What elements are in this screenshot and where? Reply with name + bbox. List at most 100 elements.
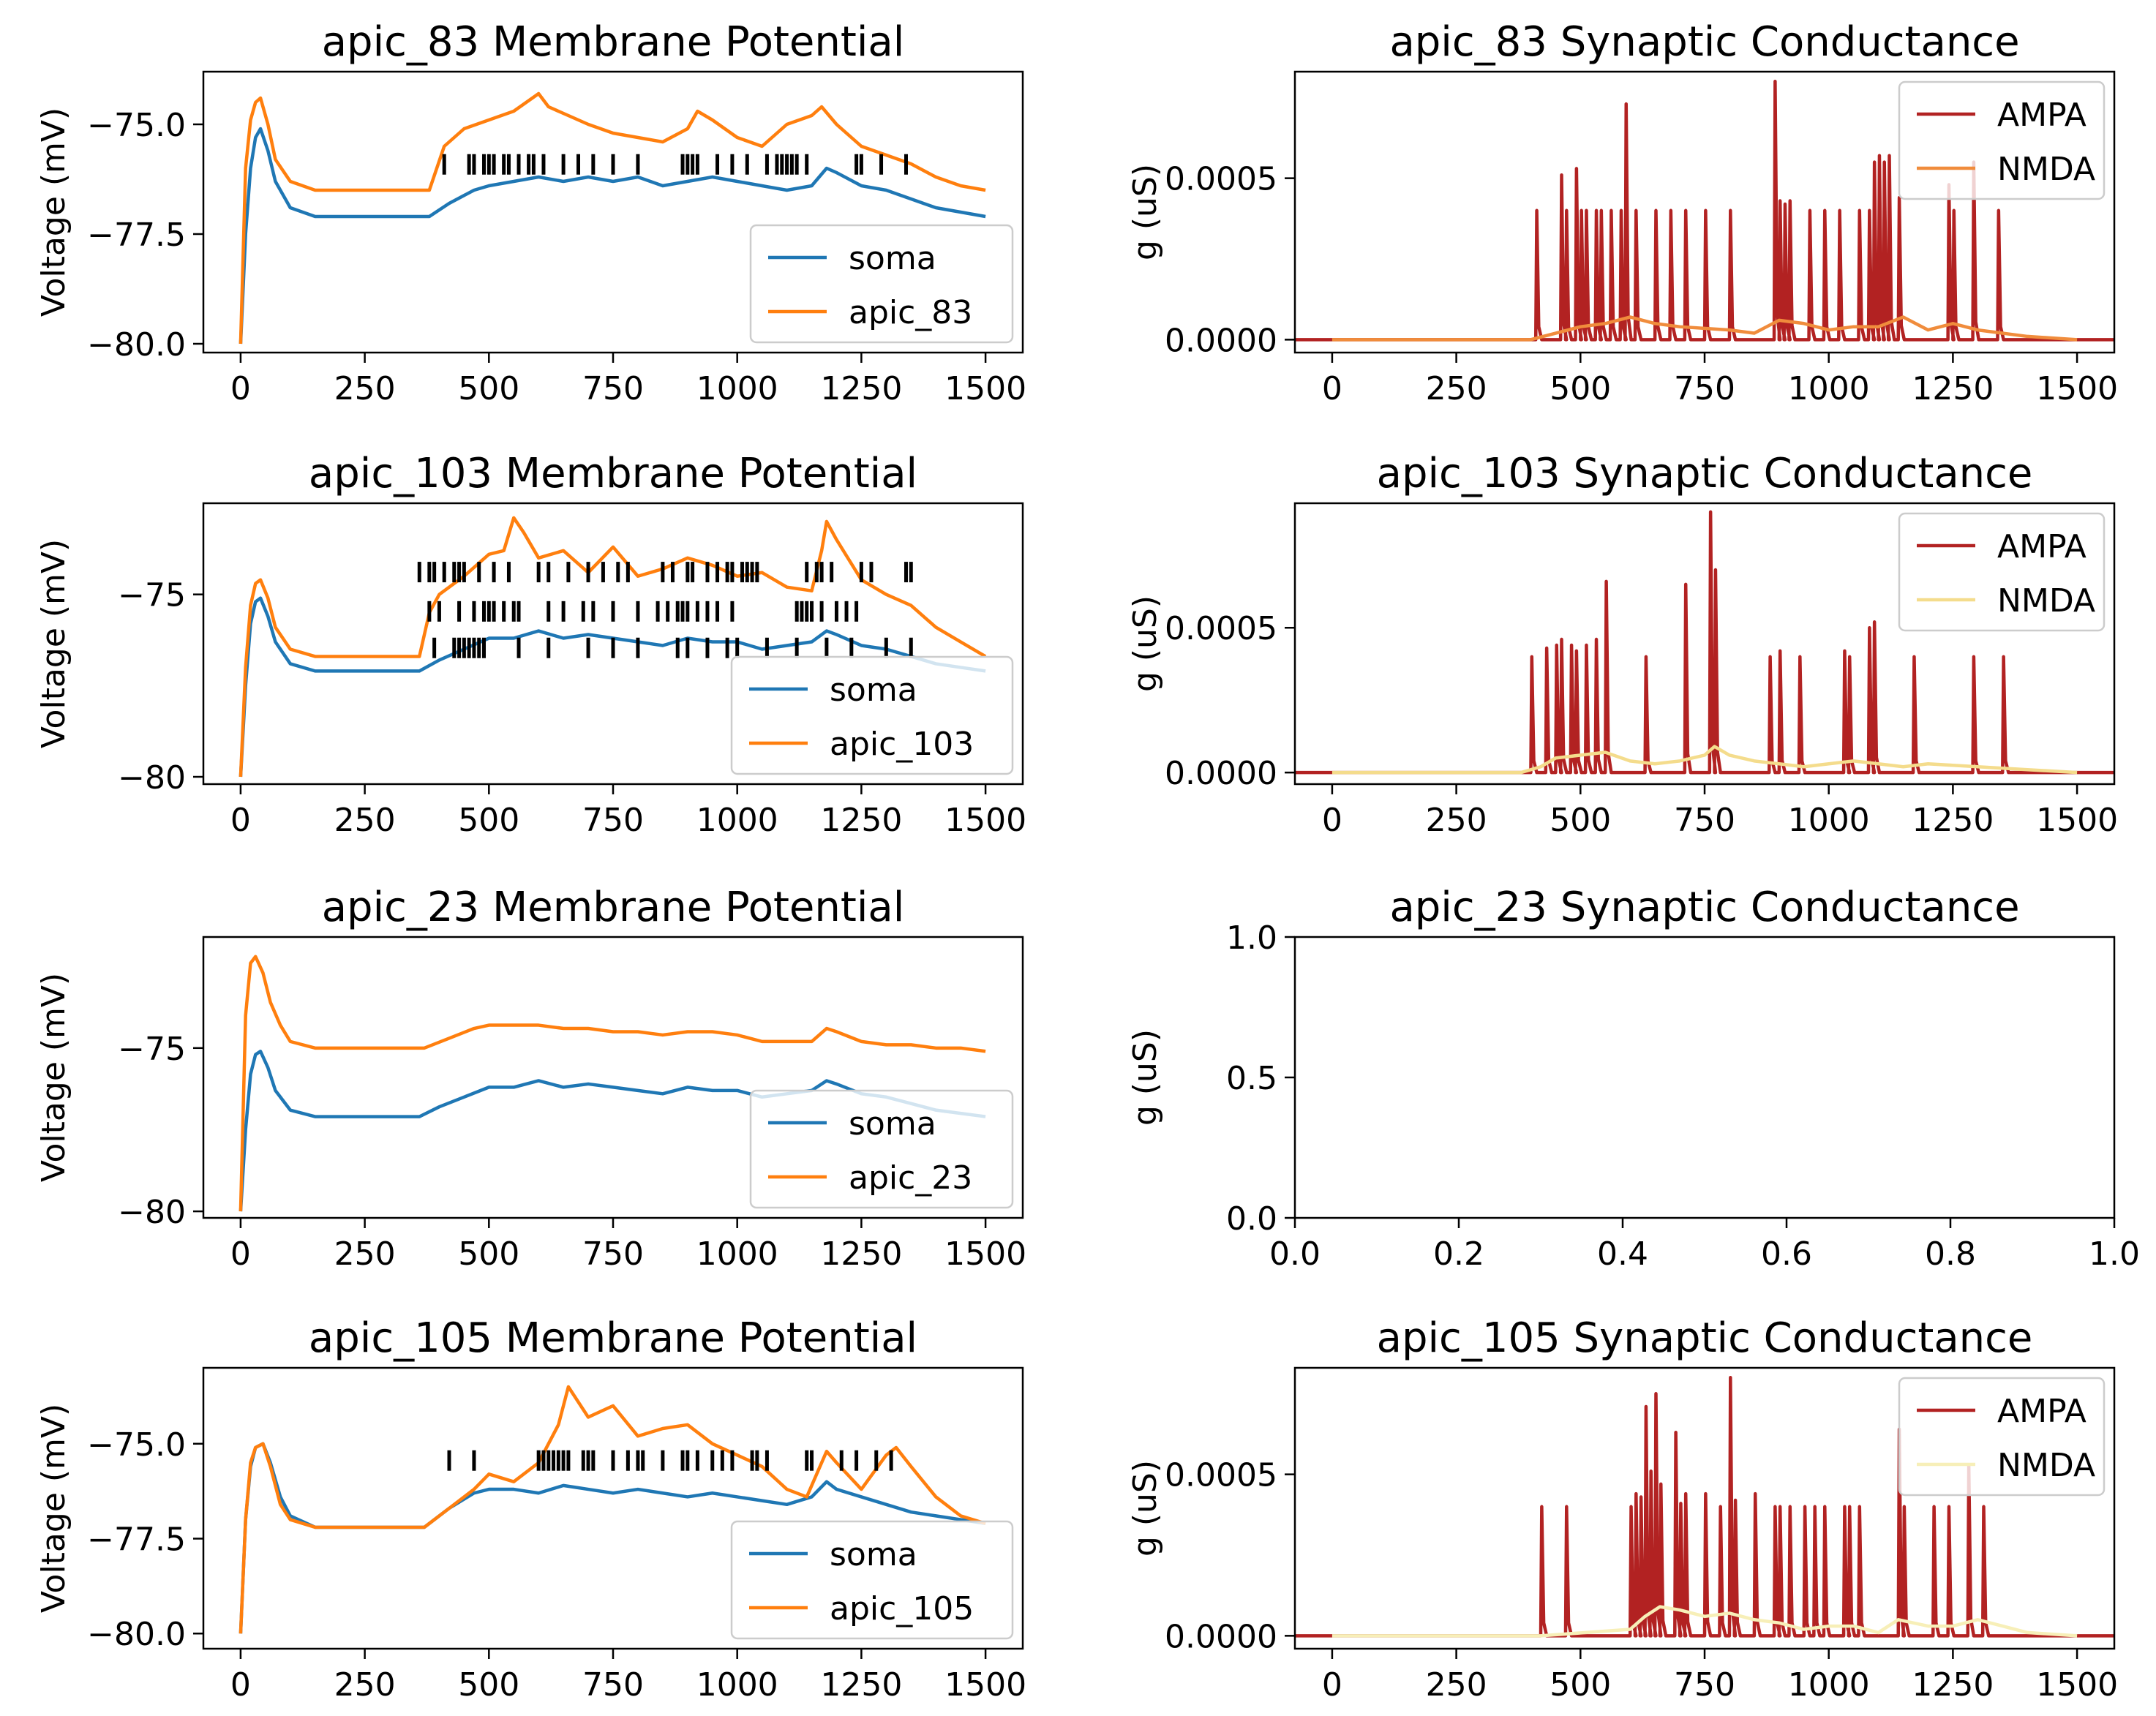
series-line-nmda — [1331, 745, 2078, 775]
y-tick-label: −75 — [118, 1031, 186, 1068]
x-tick-label: 1500 — [944, 370, 1026, 407]
x-tick-label: 250 — [334, 1235, 396, 1273]
series-line-nmda — [1331, 1605, 2078, 1638]
series-line-soma — [238, 127, 986, 345]
y-tick-label: −75.0 — [87, 107, 186, 144]
axes-frame — [202, 936, 1024, 1219]
x-tick-label: 750 — [582, 370, 644, 407]
axes-frame — [202, 1366, 1024, 1650]
legend-label: apic_23 — [849, 1159, 972, 1197]
x-tick-label: 0 — [230, 1235, 251, 1273]
chart-title: apic_103 Synaptic Conductance — [1377, 450, 2033, 497]
y-axis-label: g (uS) — [1127, 1460, 1164, 1557]
x-tick-label: 1250 — [1912, 1666, 1994, 1704]
x-tick-label: 250 — [1426, 1666, 1487, 1704]
axes-frame — [1293, 936, 2116, 1219]
x-tick-label: 1.0 — [2089, 1235, 2140, 1273]
series-line-ampa — [1295, 79, 2114, 342]
y-tick-label: −77.5 — [87, 1521, 186, 1559]
legend-label: NMDA — [1997, 1447, 2095, 1484]
axes-frame — [1293, 70, 2116, 354]
series-line-soma — [238, 596, 986, 778]
legend: soma apic_23 — [749, 1089, 1014, 1209]
x-tick-label: 1000 — [696, 370, 778, 407]
x-tick-label: 1500 — [2036, 1666, 2118, 1704]
legend-label: AMPA — [1997, 1393, 2086, 1430]
chart-title: apic_23 Synaptic Conductance — [1389, 884, 2019, 931]
legend-label: apic_105 — [830, 1590, 974, 1627]
y-tick-label: 1.0 — [1226, 919, 1277, 957]
x-tick-label: 1000 — [1788, 1666, 1870, 1704]
x-tick-label: 500 — [458, 802, 519, 839]
panel-7: apic_105 Synaptic Conductance g (uS) 0 250 5… — [1127, 1314, 2118, 1704]
x-tick-label: 750 — [1674, 802, 1735, 839]
x-tick-label: 1250 — [820, 802, 902, 839]
x-tick-label: 0 — [230, 802, 251, 839]
x-tick-label: 250 — [334, 1666, 396, 1704]
series-line-soma — [238, 1050, 986, 1212]
x-tick-label: 1000 — [1788, 370, 1870, 407]
x-tick-label: 0.6 — [1761, 1235, 1812, 1273]
x-tick-label: 500 — [1550, 802, 1611, 839]
x-tick-label: 1000 — [696, 1235, 778, 1273]
x-tick-label: 750 — [1674, 370, 1735, 407]
panel-0: apic_83 Membrane Potential Voltage (mV) 0 2… — [35, 18, 1026, 407]
y-tick-label: 0.0005 — [1165, 161, 1277, 198]
y-tick-label: −75.0 — [87, 1426, 186, 1464]
legend-label: apic_83 — [849, 294, 972, 331]
x-tick-label: 250 — [334, 802, 396, 839]
series-line-apic-83 — [238, 91, 986, 345]
panel-2: apic_103 Membrane Potential Voltage (mV) 0… — [35, 450, 1026, 839]
legend-label: soma — [830, 671, 917, 709]
x-tick-label: 0 — [230, 370, 251, 407]
y-tick-label: 0.0005 — [1165, 1457, 1277, 1494]
x-tick-label: 750 — [1674, 1666, 1735, 1704]
y-tick-label: −75 — [118, 577, 186, 614]
legend-label: soma — [830, 1536, 917, 1573]
y-axis-label: g (uS) — [1127, 1029, 1164, 1126]
axes-frame — [1293, 502, 2116, 786]
x-tick-label: 0 — [1322, 1666, 1342, 1704]
legend-label: apic_103 — [830, 726, 974, 763]
legend: AMPA NMDA — [1898, 1377, 2106, 1497]
y-tick-label: 0.0005 — [1165, 610, 1277, 647]
panel-1: apic_83 Synaptic Conductance g (uS) 0 250 50… — [1127, 18, 2118, 407]
y-tick-label: −80 — [118, 759, 186, 797]
x-tick-label: 1000 — [696, 802, 778, 839]
legend: AMPA NMDA — [1898, 80, 2106, 200]
x-tick-label: 0.2 — [1433, 1235, 1484, 1273]
y-tick-label: −80 — [118, 1194, 186, 1231]
y-tick-label: 0.0000 — [1165, 322, 1277, 359]
y-tick-label: −80.0 — [87, 326, 186, 364]
legend-label: soma — [849, 240, 936, 277]
plot-area — [238, 516, 987, 778]
chart-title: apic_83 Synaptic Conductance — [1389, 18, 2019, 66]
y-tick-label: 0.0 — [1226, 1200, 1277, 1238]
y-axis-label: Voltage (mV) — [35, 539, 72, 748]
axes-frame — [1293, 1366, 2116, 1650]
x-tick-label: 1250 — [820, 1666, 902, 1704]
chart-title: apic_83 Membrane Potential — [322, 18, 905, 66]
chart-title: apic_103 Membrane Potential — [309, 450, 917, 497]
y-tick-label: 0.5 — [1226, 1060, 1277, 1097]
x-tick-label: 750 — [582, 1666, 644, 1704]
x-tick-label: 250 — [1426, 802, 1487, 839]
panel-5: apic_23 Synaptic Conductance g (uS) 0.0 0.2… — [1127, 884, 2140, 1273]
chart-title: apic_105 Membrane Potential — [309, 1314, 917, 1362]
y-tick-label: 0.0000 — [1165, 755, 1277, 792]
x-tick-label: 1500 — [944, 1235, 1026, 1273]
x-tick-label: 500 — [458, 1235, 519, 1273]
x-tick-label: 1250 — [1912, 802, 1994, 839]
chart-title: apic_23 Membrane Potential — [322, 884, 905, 931]
legend-label: soma — [849, 1105, 936, 1143]
plot-area — [238, 955, 986, 1212]
y-axis-label: Voltage (mV) — [35, 108, 72, 317]
legend: soma apic_103 — [730, 655, 1014, 775]
plot-area — [1295, 1375, 2114, 1638]
chart-title: apic_105 Synaptic Conductance — [1377, 1314, 2033, 1362]
x-tick-label: 500 — [1550, 1666, 1611, 1704]
x-tick-label: 750 — [582, 1235, 644, 1273]
legend-label: NMDA — [1997, 582, 2095, 620]
x-tick-label: 1500 — [944, 1666, 1026, 1704]
plot-area — [1295, 79, 2114, 342]
